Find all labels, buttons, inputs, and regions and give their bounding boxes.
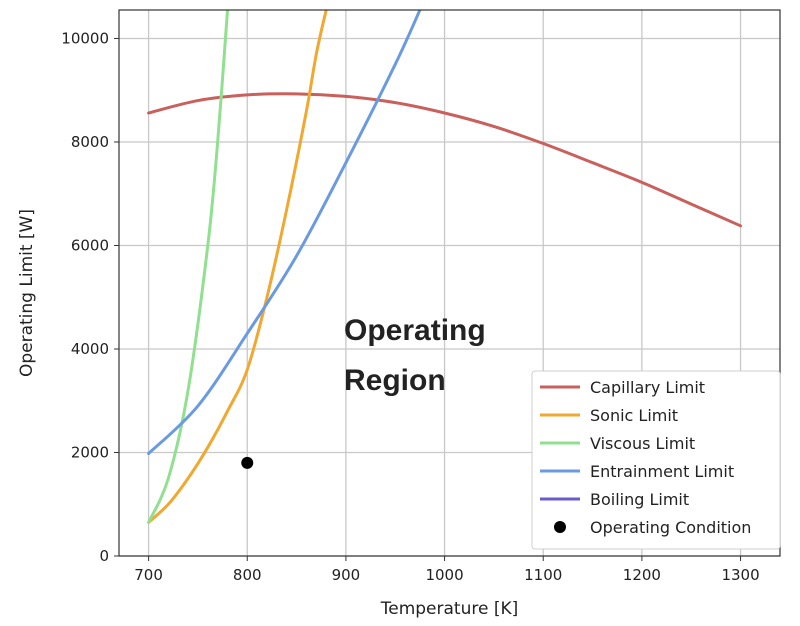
series-line-entrainment-limit: [147, 10, 422, 456]
y-tick-label: 6000: [71, 236, 109, 254]
x-tick-label: 1100: [524, 566, 562, 584]
series-line-capillary-limit: [147, 92, 743, 228]
x-tick-label: 1300: [721, 566, 759, 584]
y-tick-label: 10000: [61, 29, 109, 47]
operating-region-annotation: Operating Region: [344, 314, 486, 397]
y-axis-label: Operating Limit [W]: [17, 209, 37, 377]
legend-label-operating-condition: Operating Condition: [590, 518, 751, 537]
series-line-sonic-limit: [147, 10, 328, 524]
x-tick-label: 800: [233, 566, 262, 584]
y-tick-label: 8000: [71, 133, 109, 151]
y-tick-label: 4000: [71, 340, 109, 358]
y-tick-label: 0: [99, 547, 109, 565]
point-operating-condition: [241, 456, 254, 469]
legend-label-capillary-limit: Capillary Limit: [590, 378, 705, 397]
legend-label-boiling-limit: Boiling Limit: [590, 490, 689, 509]
legend-swatch-operating-condition: [554, 521, 566, 533]
annotation-line: Region: [344, 364, 446, 397]
x-tick-label: 1000: [425, 566, 463, 584]
annotation-line: Operating: [344, 314, 486, 347]
x-tick-label: 700: [134, 566, 163, 584]
grid: [119, 10, 780, 557]
plot-frame: [118, 9, 781, 557]
x-tick-label: 1200: [623, 566, 661, 584]
series-line-viscous-limit: [147, 10, 230, 524]
legend-label-sonic-limit: Sonic Limit: [590, 406, 678, 425]
legend-box: [531, 370, 781, 550]
y-tick-label: 2000: [71, 443, 109, 461]
x-tick-label: 900: [332, 566, 361, 584]
legend-label-viscous-limit: Viscous Limit: [590, 434, 695, 453]
x-axis-label: Temperature [K]: [380, 599, 519, 619]
plot-series: [147, 10, 743, 524]
tick-labels: 700 800 900 1000 1100 1200 1300 0 2000 4000 6000 80…: [61, 29, 759, 584]
legend: Capillary Limit Sonic Limit Viscous Limit E…: [531, 370, 781, 550]
legend-label-entrainment-limit: Entrainment Limit: [590, 462, 734, 481]
